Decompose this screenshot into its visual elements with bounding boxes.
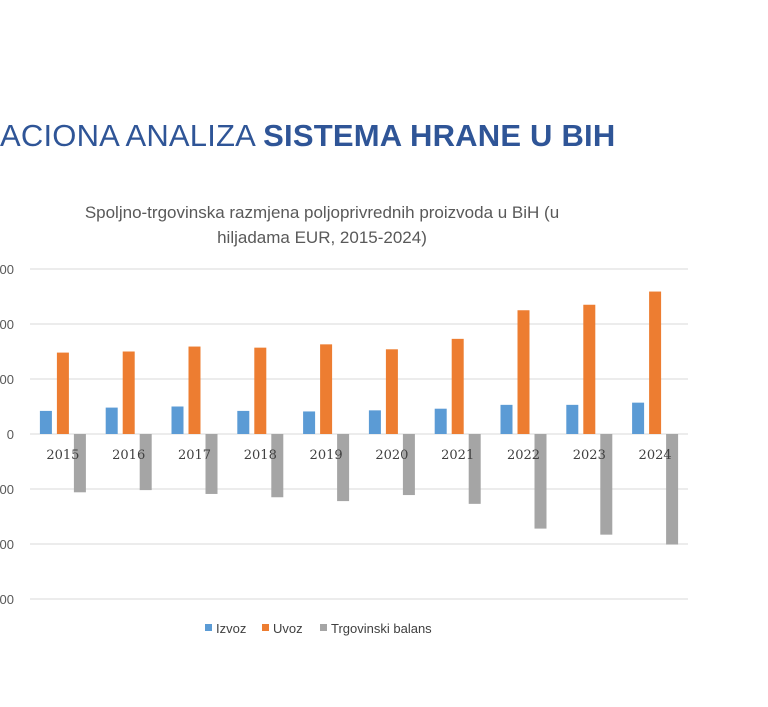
bar-izvoz-2018 <box>237 410 250 434</box>
bar-izvoz-2020 <box>368 410 381 434</box>
bar-balans-2018 <box>271 434 284 498</box>
bar-izvoz-2015 <box>39 410 52 434</box>
bar-uvoz-2020 <box>385 349 398 434</box>
x-tick-label: 2022 <box>507 448 540 463</box>
chart-title-line-1: Spoljno-trgovinska razmjena poljoprivred… <box>85 203 559 222</box>
x-tick-label: 2015 <box>46 448 79 463</box>
bar-uvoz-2015 <box>56 352 69 434</box>
x-tick-label: 2018 <box>244 448 277 463</box>
bar-izvoz-2024 <box>632 402 645 434</box>
bar-uvoz-2016 <box>122 351 135 434</box>
bars <box>39 291 679 545</box>
bar-izvoz-2021 <box>434 408 447 434</box>
x-tick-label: 2021 <box>441 448 474 463</box>
bar-balans-2017 <box>205 434 218 494</box>
bar-uvoz-2017 <box>188 346 201 434</box>
bar-balans-2016 <box>139 434 152 491</box>
x-tick-label: 2024 <box>639 448 672 463</box>
bar-izvoz-2023 <box>566 404 579 434</box>
y-tick-label: 000 <box>0 317 14 332</box>
bar-izvoz-2019 <box>303 411 316 434</box>
x-tick-label: 2017 <box>178 448 211 463</box>
slide-title-bold: SISTEMA HRANE U BIH <box>263 118 616 153</box>
bar-balans-2021 <box>468 434 481 504</box>
legend: Izvoz Uvoz Trgovinski balans <box>205 621 432 636</box>
legend-label-1: Izvoz <box>216 621 246 636</box>
x-axis-labels: 2015 2016 2017 2018 2019 2020 2021 2022 2023 2024 <box>46 448 671 463</box>
bar-uvoz-2022 <box>517 310 530 434</box>
bar-izvoz-2016 <box>105 407 118 434</box>
bar-uvoz-2018 <box>254 347 267 434</box>
bar-balans-2024 <box>666 434 679 545</box>
bar-balans-2019 <box>337 434 350 502</box>
slide-title-plain: ACIONA ANALIZA <box>0 118 264 153</box>
legend-swatch-3 <box>320 624 327 631</box>
y-tick-label: 0 <box>7 427 14 442</box>
y-tick-label: 000 <box>0 537 14 552</box>
bar-uvoz-2024 <box>649 291 662 434</box>
x-tick-label: 2016 <box>112 448 145 463</box>
chart-title-line-2: hiljadama EUR, 2015-2024) <box>217 228 427 247</box>
bar-balans-2022 <box>534 434 547 529</box>
y-axis-ticks: 0000000000000000000 <box>0 262 14 607</box>
bar-balans-2023 <box>600 434 613 535</box>
bar-balans-2020 <box>402 434 415 496</box>
x-tick-label: 2023 <box>573 448 606 463</box>
bar-uvoz-2021 <box>451 338 464 434</box>
legend-swatch-1 <box>205 624 212 631</box>
legend-swatch-2 <box>262 624 269 631</box>
bar-uvoz-2023 <box>583 304 596 434</box>
legend-label-2: Uvoz <box>273 621 303 636</box>
chart-title: Spoljno-trgovinska razmjena poljoprivred… <box>85 203 559 247</box>
bar-izvoz-2022 <box>500 404 513 434</box>
y-tick-label: 000 <box>0 372 14 387</box>
x-tick-label: 2019 <box>310 448 343 463</box>
bar-izvoz-2017 <box>171 406 184 434</box>
slide-title: ACIONA ANALIZA SISTEMA HRANE U BIH <box>0 118 768 154</box>
x-tick-label: 2020 <box>375 448 408 463</box>
y-tick-label: 000 <box>0 482 14 497</box>
bar-balans-2015 <box>73 434 86 493</box>
legend-label-3: Trgovinski balans <box>331 621 432 636</box>
y-tick-label: 000 <box>0 592 14 607</box>
gridlines <box>30 268 688 600</box>
y-tick-label: 000 <box>0 262 14 277</box>
bar-uvoz-2019 <box>320 344 333 434</box>
